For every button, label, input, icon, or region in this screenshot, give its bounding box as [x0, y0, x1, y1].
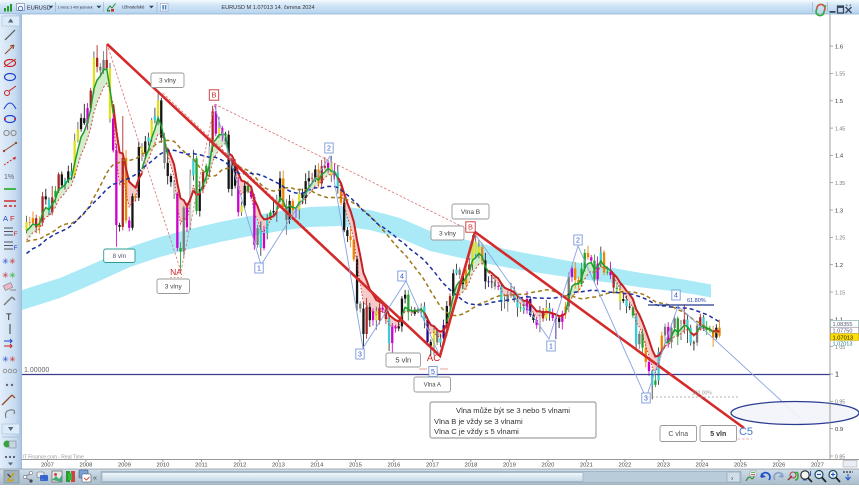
- svg-text:1: 1: [835, 369, 839, 378]
- svg-text:4: 4: [674, 293, 678, 300]
- svg-text:5: 5: [431, 369, 435, 376]
- svg-text:2010: 2010: [156, 463, 169, 469]
- svg-text:2020: 2020: [541, 463, 554, 469]
- svg-text:Uživatelské: Uživatelské: [122, 5, 145, 10]
- svg-text:B: B: [468, 223, 473, 232]
- svg-text:1.15: 1.15: [835, 290, 845, 296]
- svg-text:1.35: 1.35: [835, 181, 845, 187]
- svg-text:1: 1: [257, 266, 261, 273]
- svg-text:3: 3: [644, 396, 648, 403]
- svg-text:2024: 2024: [695, 463, 709, 469]
- svg-text:2012: 2012: [233, 463, 246, 469]
- svg-text:NA: NA: [170, 267, 182, 277]
- svg-text:2027: 2027: [811, 463, 824, 469]
- svg-text:✳: ✳: [9, 257, 16, 266]
- svg-text:✳: ✳: [9, 355, 16, 364]
- svg-text:1.3: 1.3: [835, 208, 843, 214]
- svg-text:4: 4: [400, 274, 404, 281]
- svg-text:2013: 2013: [272, 463, 285, 469]
- svg-text:B: B: [211, 91, 216, 100]
- svg-text:1.45: 1.45: [835, 126, 845, 132]
- svg-text:2018: 2018: [464, 463, 477, 469]
- svg-text:2: 2: [576, 238, 580, 245]
- svg-text:0 85: 0 85: [835, 454, 845, 460]
- svg-text:✳: ✳: [2, 271, 9, 280]
- svg-text:›: ›: [731, 476, 734, 483]
- svg-text:2019: 2019: [503, 463, 516, 469]
- svg-text:IT Finance.com - Real Time: IT Finance.com - Real Time: [23, 455, 85, 461]
- svg-text:1 měsíc 3 400 jednotek: 1 měsíc 3 400 jednotek: [58, 5, 93, 9]
- svg-text:5 vln: 5 vln: [710, 431, 726, 438]
- svg-text:0.9: 0.9: [835, 427, 843, 433]
- svg-text:2025: 2025: [734, 463, 747, 469]
- svg-text:T: T: [6, 312, 12, 322]
- svg-text:100.00%: 100.00%: [692, 391, 712, 397]
- svg-text:5 vln: 5 vln: [395, 356, 411, 365]
- svg-text:2015: 2015: [349, 463, 362, 469]
- svg-text:1.55: 1.55: [835, 72, 845, 78]
- svg-text:1%: 1%: [4, 174, 14, 181]
- svg-text:0.95: 0.95: [835, 400, 845, 406]
- svg-text:«: «: [93, 475, 97, 482]
- svg-text:C vlna: C vlna: [668, 431, 688, 438]
- svg-text:F: F: [14, 231, 18, 238]
- svg-text:..: ..: [41, 476, 44, 481]
- svg-text:2008: 2008: [79, 463, 92, 469]
- svg-text:1.07750: 1.07750: [833, 329, 853, 335]
- svg-text:2021: 2021: [580, 463, 593, 469]
- svg-text:2022: 2022: [618, 463, 631, 469]
- svg-text:C5: C5: [739, 426, 753, 438]
- svg-text:1.25: 1.25: [835, 236, 845, 242]
- svg-text:F: F: [10, 214, 15, 223]
- svg-text:1.5: 1.5: [835, 99, 843, 105]
- svg-text:2016: 2016: [387, 463, 400, 469]
- svg-text:Vlna B je vždy se 3 vlnami: Vlna B je vždy se 3 vlnami: [434, 417, 523, 426]
- svg-text:✳: ✳: [2, 257, 9, 266]
- svg-text:1.4: 1.4: [835, 154, 844, 160]
- svg-text:2023: 2023: [657, 463, 670, 469]
- svg-text:8 vln: 8 vln: [112, 253, 126, 260]
- svg-text:1.07013: 1.07013: [833, 335, 854, 341]
- svg-text:2007: 2007: [41, 463, 54, 469]
- svg-text:1.07013: 1.07013: [833, 341, 853, 347]
- svg-text:3 vlny: 3 vlny: [165, 284, 183, 291]
- svg-text:1.2: 1.2: [835, 263, 843, 269]
- svg-text:3 vlny: 3 vlny: [439, 230, 457, 237]
- svg-text:Vlna B: Vlna B: [461, 209, 480, 216]
- svg-text:1 05: 1 05: [835, 345, 845, 351]
- svg-text:2011: 2011: [195, 463, 207, 469]
- svg-text:AC: AC: [427, 353, 440, 364]
- svg-text:A: A: [3, 214, 8, 223]
- svg-text:EURUSD: EURUSD: [27, 5, 51, 11]
- svg-text:2014: 2014: [310, 463, 324, 469]
- svg-text:F: F: [14, 245, 18, 252]
- svg-text:2017: 2017: [426, 463, 439, 469]
- svg-text:2: 2: [327, 146, 331, 153]
- svg-text:1.00000: 1.00000: [24, 367, 49, 374]
- svg-text:2009: 2009: [118, 463, 131, 469]
- svg-text:Vlna může být se 3 nebo 5 vlna: Vlna může být se 3 nebo 5 vlnami: [456, 406, 570, 415]
- svg-text:EURUSD M 1.07013 14. června 20: EURUSD M 1.07013 14. června 2024: [221, 5, 314, 11]
- svg-text:✳: ✳: [9, 271, 16, 280]
- svg-text:3: 3: [358, 352, 362, 359]
- svg-text:1: 1: [549, 344, 553, 351]
- svg-text:✳: ✳: [2, 355, 9, 364]
- svg-text:Vlna C je vždy s 5 vlnami: Vlna C je vždy s 5 vlnami: [434, 427, 519, 436]
- svg-text:Vlna A: Vlna A: [424, 383, 441, 389]
- svg-text:1.6: 1.6: [835, 44, 843, 50]
- svg-text:61.80%: 61.80%: [687, 298, 706, 304]
- svg-text:1.08355: 1.08355: [833, 322, 853, 328]
- svg-text:3 vlny: 3 vlny: [159, 78, 177, 85]
- svg-text:2026: 2026: [772, 463, 785, 469]
